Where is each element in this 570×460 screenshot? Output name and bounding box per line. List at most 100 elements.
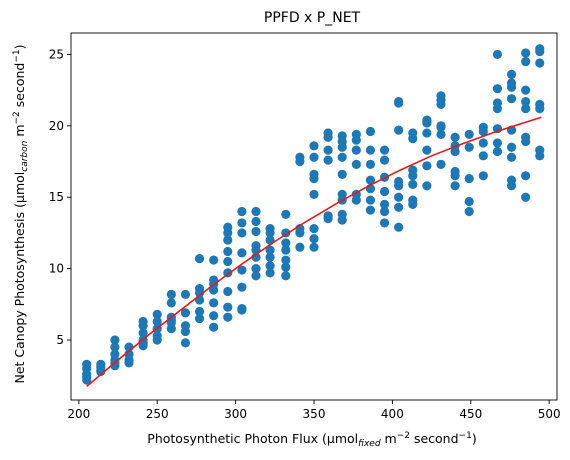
data-point [265,245,275,255]
data-point [535,145,545,155]
data-point [180,321,191,331]
x-tick-label: 250 [146,407,169,421]
data-point [521,132,531,142]
data-point [251,241,261,251]
data-point [464,174,474,184]
data-point [394,192,404,202]
x-tick-label: 350 [303,407,326,421]
data-point [506,152,517,162]
data-point [237,265,247,275]
data-point [209,255,219,265]
data-point [281,238,291,248]
y-tick-label: 20 [49,119,64,133]
data-point [464,129,474,139]
data-point [379,155,390,165]
data-point [251,264,261,274]
data-point [422,181,432,191]
data-point [265,261,275,271]
data-point [237,228,247,238]
data-point [492,138,503,148]
data-point [138,316,148,327]
data-point [506,69,517,80]
data-point [535,44,545,54]
data-point [265,252,275,262]
data-point [194,284,205,294]
x-tick-label: 200 [67,407,90,421]
data-point [194,306,205,317]
x-tick-label: 450 [459,407,482,421]
x-tick-label: 500 [538,407,561,421]
data-point [365,126,376,137]
data-point [337,152,347,162]
data-point [478,151,488,161]
data-point [251,226,261,237]
data-point [194,314,205,324]
data-point [237,218,247,228]
data-point [436,91,446,101]
y-axis-ticks: 5 10 15 20 25 [49,47,71,347]
data-point [365,175,376,185]
data-point [478,122,488,132]
data-point [450,132,460,142]
data-point [295,242,305,252]
data-point [506,78,517,88]
data-point [124,358,134,368]
data-point [323,128,333,138]
data-point [450,166,460,177]
data-point [309,242,319,252]
data-point [309,224,319,234]
data-point [138,328,148,338]
data-point [521,104,531,114]
data-point [281,271,291,281]
data-point [492,49,503,60]
data-point [450,181,460,191]
data-point [365,145,376,155]
data-point [323,155,333,165]
data-point [223,222,233,232]
data-point [464,206,474,217]
data-point [223,246,233,257]
data-point [422,145,432,155]
data-point [506,175,517,185]
data-point [209,275,219,285]
data-point [309,169,319,179]
data-point [379,145,390,155]
y-tick-label: 10 [49,262,64,276]
data-point [237,304,247,314]
data-point [281,255,291,265]
data-point [295,152,305,162]
data-point [180,338,191,348]
data-point [492,84,503,94]
data-point [506,94,517,104]
data-point [351,159,361,169]
data-point [492,98,503,108]
data-point [535,99,545,109]
x-axis-ticks: 200 250 300 350 400 450 500 [67,400,561,421]
data-point [506,142,517,152]
data-point [464,196,474,207]
data-point [337,189,347,199]
data-point [223,302,233,312]
data-point [408,128,418,138]
data-point [323,211,333,221]
y-tick-label: 25 [49,47,64,61]
data-point [223,256,233,267]
data-point [251,252,261,262]
data-point [309,141,319,151]
data-point [110,349,120,359]
data-point [194,254,205,264]
data-point [152,309,162,319]
data-point [281,262,291,272]
data-point [180,308,191,318]
data-point [209,298,219,308]
data-point [152,316,162,327]
data-point [166,289,176,299]
data-point [408,179,418,189]
data-point [521,85,531,95]
data-point [237,282,247,292]
data-point [408,165,418,175]
data-point [521,48,531,58]
data-point [209,322,219,332]
data-point [166,315,176,325]
